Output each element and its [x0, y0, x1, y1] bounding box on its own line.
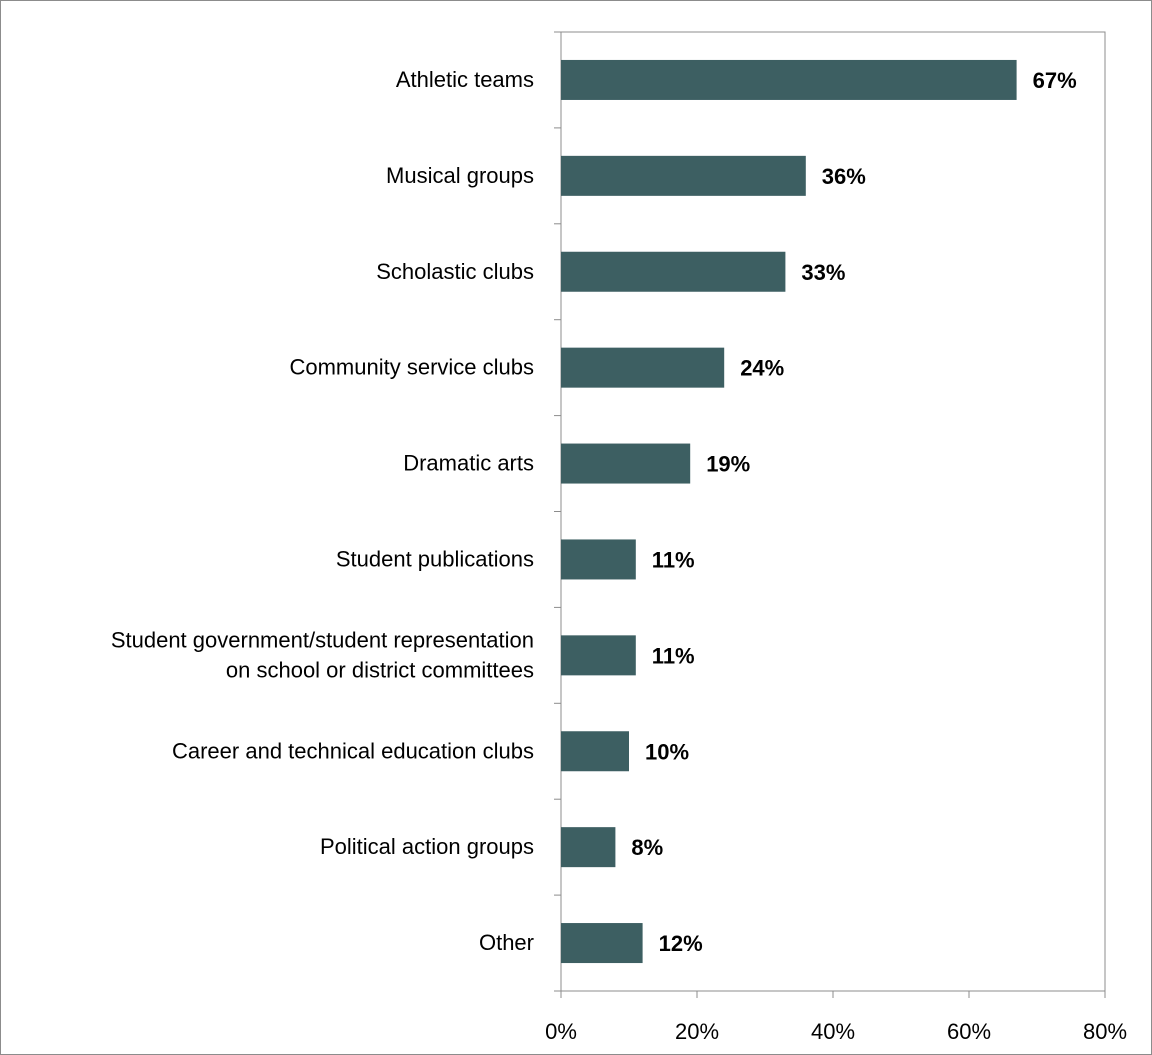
- x-tick-label: 60%: [947, 1019, 991, 1044]
- x-tick-label: 20%: [675, 1019, 719, 1044]
- bar: [561, 251, 786, 292]
- category-label: Dramatic arts: [403, 451, 534, 476]
- bar: [561, 827, 616, 868]
- x-tick-label: 80%: [1083, 1019, 1127, 1044]
- category-label: Career and technical education clubs: [172, 738, 534, 763]
- data-label: 24%: [740, 356, 784, 381]
- x-tick-label: 0%: [545, 1019, 577, 1044]
- bar: [561, 635, 636, 676]
- data-label: 11%: [652, 547, 695, 572]
- bar: [561, 731, 629, 772]
- category-label: Athletic teams: [396, 67, 534, 92]
- x-tick-label: 40%: [811, 1019, 855, 1044]
- bar: [561, 923, 643, 964]
- category-label: Scholastic clubs: [376, 259, 534, 284]
- data-label: 36%: [822, 164, 866, 189]
- data-label: 10%: [645, 739, 689, 764]
- data-label: 19%: [706, 452, 750, 477]
- bar: [561, 539, 636, 580]
- bar: [561, 443, 691, 484]
- category-label: Other: [479, 930, 534, 955]
- data-label: 12%: [659, 931, 703, 956]
- bar: [561, 155, 806, 196]
- category-label: Musical groups: [386, 163, 534, 188]
- bar: [561, 59, 1017, 100]
- bar: [561, 347, 725, 388]
- data-label: 33%: [801, 260, 845, 285]
- data-label: 8%: [631, 835, 663, 860]
- category-label: Community service clubs: [289, 355, 534, 380]
- category-label: Student publications: [336, 546, 534, 571]
- category-label: on school or district committees: [226, 657, 534, 682]
- data-label: 67%: [1033, 68, 1077, 93]
- category-label: Student government/student representatio…: [111, 627, 534, 652]
- category-label: Political action groups: [320, 834, 534, 859]
- data-label: 11%: [652, 643, 695, 668]
